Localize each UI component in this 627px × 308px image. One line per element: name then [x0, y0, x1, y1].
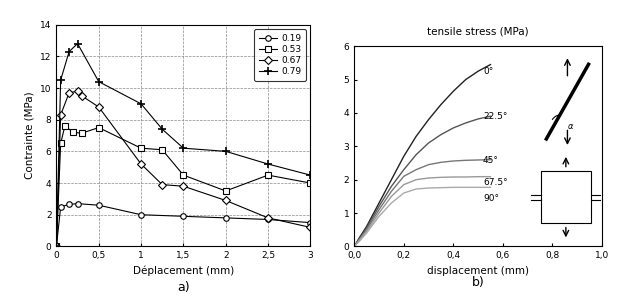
0.53	[57, 142, 65, 145]
Line: 0.53: 0.53	[54, 123, 313, 249]
0.53	[159, 148, 166, 152]
0.53	[53, 245, 60, 248]
0.19	[264, 218, 271, 221]
0.79	[159, 127, 166, 131]
0.67	[95, 105, 103, 109]
0.67	[180, 184, 187, 188]
0.67	[137, 162, 145, 166]
Text: 90°: 90°	[483, 193, 499, 203]
0.67	[307, 225, 314, 229]
0.67	[222, 199, 229, 202]
0.53	[70, 131, 77, 134]
0.67	[65, 91, 73, 95]
0.53	[222, 189, 229, 193]
0.19	[222, 216, 229, 220]
0.53	[180, 173, 187, 177]
0.19	[65, 203, 73, 206]
0.19	[57, 205, 65, 209]
0.67	[159, 183, 166, 186]
0.53	[137, 146, 145, 150]
Line: 0.67: 0.67	[54, 88, 313, 249]
0.53	[264, 173, 271, 177]
0.53	[61, 124, 69, 128]
Text: a): a)	[177, 281, 190, 294]
0.67	[74, 89, 82, 93]
0.67	[53, 245, 60, 248]
0.79	[307, 173, 314, 177]
0.53	[78, 131, 85, 135]
0.67	[57, 113, 65, 117]
0.19	[74, 202, 82, 205]
Line: 0.19: 0.19	[54, 201, 313, 249]
0.79	[53, 245, 60, 248]
0.79	[180, 146, 187, 150]
0.79	[137, 102, 145, 106]
0.79	[74, 42, 82, 46]
0.53	[95, 126, 103, 129]
Text: 0°: 0°	[483, 67, 493, 76]
0.19	[137, 213, 145, 217]
Bar	[540, 171, 591, 223]
Text: 67.5°: 67.5°	[483, 177, 508, 187]
0.79	[57, 78, 65, 82]
Text: tensile stress (MPa): tensile stress (MPa)	[427, 26, 529, 36]
0.19	[95, 203, 103, 207]
Text: $\alpha$: $\alpha$	[567, 122, 574, 131]
0.19	[53, 245, 60, 248]
X-axis label: displacement (mm): displacement (mm)	[427, 266, 529, 276]
0.79	[95, 80, 103, 83]
Y-axis label: Contrainte (MPa): Contrainte (MPa)	[24, 92, 34, 179]
Line: 0.79: 0.79	[52, 39, 315, 251]
X-axis label: Déplacement (mm): Déplacement (mm)	[133, 266, 234, 276]
Text: 45°: 45°	[483, 156, 499, 165]
0.19	[180, 214, 187, 218]
0.19	[307, 221, 314, 225]
0.79	[65, 50, 73, 53]
0.79	[222, 149, 229, 153]
0.79	[264, 162, 271, 166]
0.53	[307, 181, 314, 185]
Text: 22.5°: 22.5°	[483, 112, 507, 121]
Text: b): b)	[472, 277, 485, 290]
0.67	[264, 216, 271, 220]
Legend: 0.19, 0.53, 0.67, 0.79: 0.19, 0.53, 0.67, 0.79	[254, 29, 306, 81]
0.67	[78, 94, 85, 98]
